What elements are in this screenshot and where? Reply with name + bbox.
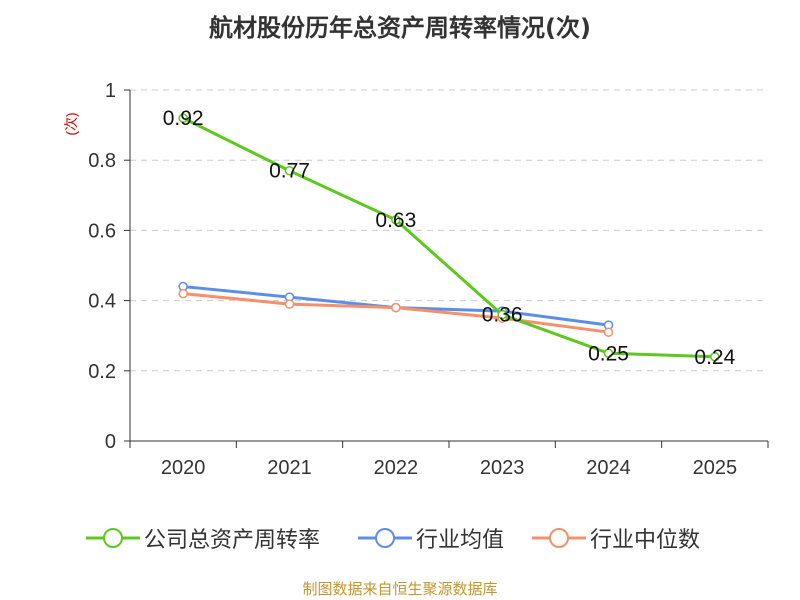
data-point-0 xyxy=(497,309,507,320)
legend-label: 行业均值 xyxy=(416,528,505,553)
x-tick-label: 2020 xyxy=(161,457,206,479)
series-lines xyxy=(178,113,720,362)
data-label: 0.24 xyxy=(694,346,735,369)
data-label: 0.25 xyxy=(588,342,629,365)
data-point-0 xyxy=(178,113,188,123)
y-tick-label: 0 xyxy=(105,431,116,453)
y-tick-label: 0.6 xyxy=(88,220,116,242)
x-tick-label: 2024 xyxy=(586,457,631,479)
grid-lines xyxy=(130,89,768,372)
x-tick-label: 2022 xyxy=(374,457,419,479)
chart-title: 航材股份历年总资产周转率情况(次) xyxy=(209,14,591,42)
series-line-0 xyxy=(182,116,715,359)
y-tick-label: 1 xyxy=(105,80,116,102)
data-label: 0.92 xyxy=(163,107,204,130)
data-label: 0.63 xyxy=(375,209,416,232)
legend-circle xyxy=(375,528,395,548)
data-point-0 xyxy=(603,348,614,358)
y-tick-label: 0.4 xyxy=(88,291,116,313)
x-tick-label: 2023 xyxy=(480,457,525,479)
legend-label: 公司总资产周转率 xyxy=(144,528,321,553)
y-tick-label: 0.8 xyxy=(88,150,116,172)
source-note: 制图数据来自恒生聚源数据库 xyxy=(302,580,498,598)
data-point-2 xyxy=(603,327,614,337)
data-label: 0.77 xyxy=(269,160,310,183)
y-axis-label: (次) xyxy=(63,112,79,135)
data-point-0 xyxy=(284,165,295,176)
axes: 0 0.2 0.4 0.6 0.8 1 2020 2021 2022 2023 2024 2025 xyxy=(88,80,769,479)
data-point-2 xyxy=(178,288,188,299)
legend-circle xyxy=(103,528,123,548)
x-tick-label: 2021 xyxy=(267,457,312,479)
legend-marker-icon xyxy=(86,528,140,548)
y-tick-label: 0.2 xyxy=(88,361,116,383)
series-line-2 xyxy=(183,292,609,334)
data-point-0 xyxy=(710,352,720,362)
data-point-2 xyxy=(284,299,295,309)
x-tick-label: 2025 xyxy=(693,457,738,479)
data-labels: 0.92 0.77 0.63 0.36 0.25 0.24 xyxy=(163,107,736,369)
legend-circle xyxy=(549,528,569,548)
data-point-2 xyxy=(391,302,401,313)
data-label: 0.36 xyxy=(482,304,523,327)
legend-marker-icon xyxy=(532,528,586,548)
data-point-0 xyxy=(391,215,401,225)
legend-label: 行业中位数 xyxy=(590,528,701,553)
legend-marker-icon xyxy=(358,528,412,548)
legend: 公司总资产周转率 行业均值 行业中位数 xyxy=(0,518,800,558)
